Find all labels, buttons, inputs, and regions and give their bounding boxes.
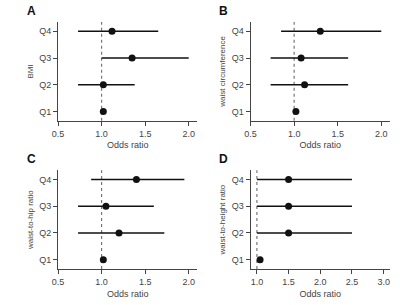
svg-text:1.0: 1.0 [95, 129, 108, 139]
svg-text:Q2: Q2 [39, 80, 51, 90]
svg-text:Odds ratio: Odds ratio [107, 289, 149, 299]
svg-text:A: A [27, 4, 36, 18]
svg-text:Q1: Q1 [232, 107, 244, 117]
svg-text:3.0: 3.0 [377, 277, 390, 287]
svg-text:Q2: Q2 [232, 80, 244, 90]
svg-text:1.5: 1.5 [139, 129, 152, 139]
svg-text:C: C [27, 152, 36, 166]
svg-text:Q2: Q2 [39, 228, 51, 238]
svg-text:BMI: BMI [26, 64, 35, 78]
svg-text:Q4: Q4 [232, 175, 244, 185]
svg-text:Odds ratio: Odds ratio [300, 140, 342, 150]
svg-text:Q3: Q3 [232, 53, 244, 63]
svg-text:1.0: 1.0 [251, 277, 264, 287]
svg-text:1.5: 1.5 [331, 129, 344, 139]
svg-text:2.0: 2.0 [375, 129, 388, 139]
svg-text:Q4: Q4 [232, 26, 244, 36]
svg-text:2.0: 2.0 [182, 129, 195, 139]
svg-text:waist circumference: waist circumference [218, 36, 227, 108]
svg-text:1.0: 1.0 [95, 277, 108, 287]
svg-text:Q4: Q4 [39, 175, 51, 185]
svg-text:2.0: 2.0 [314, 277, 327, 287]
svg-text:Q3: Q3 [39, 201, 51, 211]
svg-text:1.0: 1.0 [288, 129, 301, 139]
svg-text:Q1: Q1 [232, 255, 244, 265]
svg-text:Q1: Q1 [39, 255, 51, 265]
svg-text:B: B [219, 4, 228, 18]
svg-text:D: D [219, 152, 228, 166]
svg-text:waist-to-hip ratio: waist-to-hip ratio [26, 190, 35, 250]
svg-text:0.5: 0.5 [52, 277, 65, 287]
svg-text:Q2: Q2 [232, 228, 244, 238]
svg-text:Odds ratio: Odds ratio [107, 140, 149, 150]
svg-text:2.0: 2.0 [182, 277, 195, 287]
svg-text:waist-to-height ratio: waist-to-height ratio [218, 184, 227, 255]
svg-text:Q3: Q3 [39, 53, 51, 63]
svg-text:Q1: Q1 [39, 107, 51, 117]
svg-text:1.5: 1.5 [139, 277, 152, 287]
svg-text:Q4: Q4 [39, 26, 51, 36]
svg-text:0.5: 0.5 [244, 129, 257, 139]
svg-text:2.5: 2.5 [346, 277, 359, 287]
svg-text:0.5: 0.5 [52, 129, 65, 139]
svg-text:1.5: 1.5 [282, 277, 295, 287]
svg-text:Q3: Q3 [232, 201, 244, 211]
svg-text:Odds ratio: Odds ratio [300, 289, 342, 299]
